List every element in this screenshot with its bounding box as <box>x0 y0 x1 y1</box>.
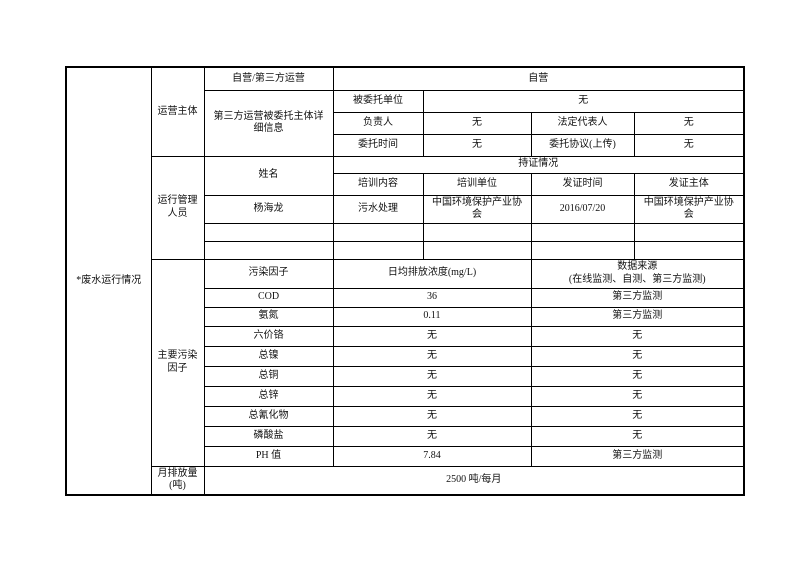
data-source-header-sub: (在线监测、自测、第三方监测) <box>568 273 706 285</box>
pollutant-row: 总镍 无 无 <box>66 345 745 367</box>
third-party-detail-label: 第三方运营被委托主体详细信息 <box>203 89 334 157</box>
training-unit-header: 培训单位 <box>422 172 532 196</box>
personnel-training-content <box>332 240 424 260</box>
name-header: 姓名 <box>203 155 334 196</box>
pollutant-factor: PH 值 <box>203 445 334 467</box>
entrust-time-label: 委托时间 <box>332 133 424 157</box>
personnel-issuer <box>633 222 745 242</box>
personnel-training-content: 污水处理 <box>332 194 424 224</box>
monthly-discharge-label: 月排放量(吨) <box>150 465 205 495</box>
issue-date-header: 发证时间 <box>530 172 635 196</box>
pollutant-factor: 磷酸盐 <box>203 425 334 447</box>
pollutant-source: 第三方监测 <box>530 306 745 327</box>
personnel-row <box>66 240 745 260</box>
pollutant-source: 无 <box>530 385 745 407</box>
personnel-training-unit <box>422 240 532 260</box>
pollutant-factor: 氨氮 <box>203 306 334 327</box>
entrusted-unit-label: 被委托单位 <box>332 89 424 113</box>
self-or-third-value: 自营 <box>332 66 745 91</box>
monthly-discharge-value: 2500 吨/每月 <box>203 465 745 495</box>
pollutant-factor: 总氰化物 <box>203 405 334 427</box>
pollutant-concentration: 无 <box>332 345 532 367</box>
manager-label: 负责人 <box>332 111 424 135</box>
cert-status-header: 持证情况 <box>332 155 745 174</box>
pollutant-factor: 总镍 <box>203 345 334 367</box>
legal-rep-label: 法定代表人 <box>530 111 635 135</box>
pollutant-concentration: 0.11 <box>332 306 532 327</box>
pollutant-factor: 总铜 <box>203 365 334 387</box>
personnel-section-label: 运行管理人员 <box>150 155 205 260</box>
data-source-header: 数据来源 (在线监测、自测、第三方监测) <box>530 258 745 289</box>
pollutant-row: COD 36 第三方监测 <box>66 287 745 308</box>
pollutant-row: PH 值 7.84 第三方监测 <box>66 445 745 467</box>
pollutant-source: 无 <box>530 405 745 427</box>
pollutant-factor: 六价铬 <box>203 325 334 347</box>
pollutant-factor: 总锌 <box>203 385 334 407</box>
pollutant-section-label: 主要污染因子 <box>150 258 205 467</box>
pollutant-source: 第三方监测 <box>530 287 745 308</box>
personnel-issue-date: 2016/07/20 <box>530 194 635 224</box>
pollutant-concentration: 无 <box>332 325 532 347</box>
personnel-issuer: 中国环境保护产业协会 <box>633 194 745 224</box>
pollutant-concentration: 无 <box>332 405 532 427</box>
pollutant-source: 无 <box>530 325 745 347</box>
pollutant-row: 六价铬 无 无 <box>66 325 745 347</box>
concentration-header: 日均排放浓度(mg/L) <box>332 258 532 289</box>
pollutant-source: 无 <box>530 345 745 367</box>
pollutant-source: 无 <box>530 425 745 447</box>
personnel-training-content <box>332 222 424 242</box>
pollutant-row: 总氰化物 无 无 <box>66 405 745 427</box>
data-source-header-title: 数据来源 <box>617 261 658 272</box>
pollutant-source: 无 <box>530 365 745 387</box>
personnel-issue-date <box>530 240 635 260</box>
agreement-value: 无 <box>633 133 745 157</box>
wastewater-operation-table: *废水运行情况 运营主体 自营/第三方运营 自营 第三方运营被委托主体详细信息 … <box>65 66 745 496</box>
pollutant-row: 总锌 无 无 <box>66 385 745 407</box>
pollutant-concentration: 36 <box>332 287 532 308</box>
personnel-row: 杨海龙 污水处理 中国环境保护产业协会 2016/07/20 中国环境保护产业协… <box>66 194 745 224</box>
pollutant-source: 第三方监测 <box>530 445 745 467</box>
entrust-time-value: 无 <box>422 133 532 157</box>
category-cell: *废水运行情况 <box>65 66 152 495</box>
pollutant-factor: COD <box>203 287 334 308</box>
personnel-issuer <box>633 240 745 260</box>
pollutant-concentration: 无 <box>332 425 532 447</box>
issuer-header: 发证主体 <box>633 172 745 196</box>
personnel-training-unit <box>422 222 532 242</box>
pollutant-concentration: 无 <box>332 385 532 407</box>
factor-header: 污染因子 <box>203 258 334 289</box>
operator-section-label: 运营主体 <box>150 66 205 157</box>
personnel-row <box>66 222 745 242</box>
legal-rep-value: 无 <box>633 111 745 135</box>
agreement-label: 委托协议(上传) <box>530 133 635 157</box>
personnel-name <box>203 240 334 260</box>
personnel-issue-date <box>530 222 635 242</box>
self-or-third-label: 自营/第三方运营 <box>203 66 334 91</box>
personnel-name <box>203 222 334 242</box>
manager-value: 无 <box>422 111 532 135</box>
personnel-training-unit: 中国环境保护产业协会 <box>422 194 532 224</box>
personnel-name: 杨海龙 <box>203 194 334 224</box>
entrusted-unit-value: 无 <box>422 89 745 113</box>
training-content-header: 培训内容 <box>332 172 424 196</box>
pollutant-concentration: 无 <box>332 365 532 387</box>
pollutant-concentration: 7.84 <box>332 445 532 467</box>
